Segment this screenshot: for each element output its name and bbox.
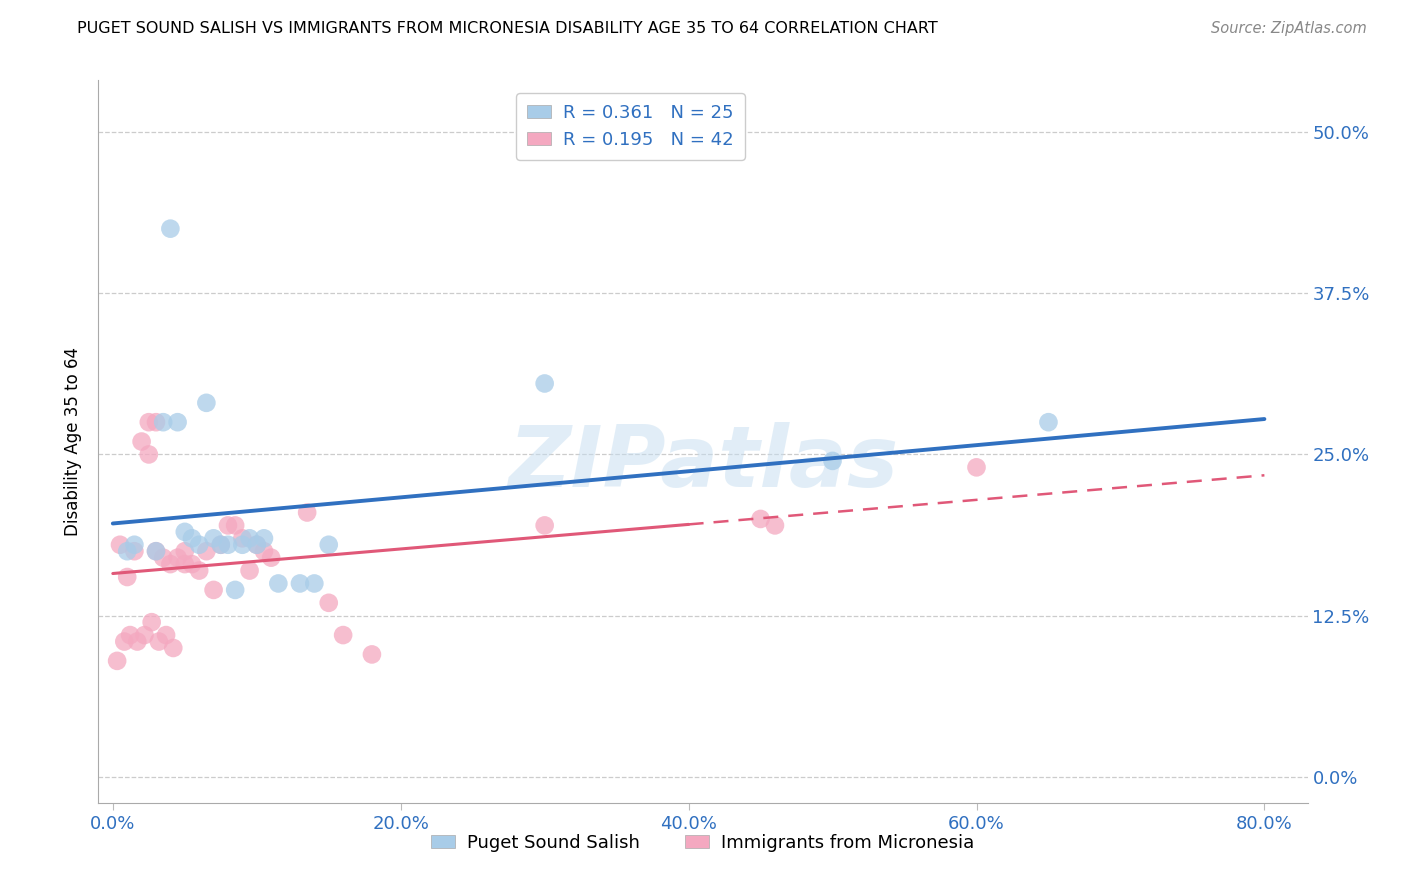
Point xyxy=(145,544,167,558)
Point xyxy=(239,564,262,578)
Point xyxy=(217,518,239,533)
Point xyxy=(1038,415,1060,429)
Point xyxy=(131,434,153,449)
Point xyxy=(173,524,195,539)
Point xyxy=(115,570,138,584)
Point xyxy=(148,634,170,648)
Point xyxy=(821,454,844,468)
Point xyxy=(173,544,195,558)
Point xyxy=(253,544,276,558)
Point xyxy=(108,538,131,552)
Point xyxy=(533,518,555,533)
Point xyxy=(173,557,195,571)
Point xyxy=(159,557,181,571)
Point xyxy=(134,628,156,642)
Point xyxy=(195,396,218,410)
Point xyxy=(246,538,269,552)
Point xyxy=(966,460,988,475)
Point xyxy=(145,415,167,429)
Point xyxy=(124,538,146,552)
Point xyxy=(145,544,167,558)
Point xyxy=(112,634,135,648)
Point xyxy=(166,415,188,429)
Point xyxy=(115,544,138,558)
Point xyxy=(239,531,262,545)
Point xyxy=(138,415,160,429)
Point xyxy=(120,628,142,642)
Point xyxy=(231,531,253,545)
Point xyxy=(533,376,555,391)
Point xyxy=(141,615,163,630)
Point xyxy=(318,596,340,610)
Point xyxy=(152,415,174,429)
Point xyxy=(195,544,218,558)
Point xyxy=(209,538,232,552)
Point xyxy=(332,628,354,642)
Point xyxy=(749,512,772,526)
Point xyxy=(304,576,326,591)
Point xyxy=(224,582,246,597)
Point xyxy=(267,576,290,591)
Y-axis label: Disability Age 35 to 64: Disability Age 35 to 64 xyxy=(65,347,83,536)
Point xyxy=(361,648,384,662)
Point xyxy=(188,538,211,552)
Legend: Puget Sound Salish, Immigrants from Micronesia: Puget Sound Salish, Immigrants from Micr… xyxy=(425,826,981,859)
Text: ZIPatlas: ZIPatlas xyxy=(508,422,898,505)
Point xyxy=(209,538,232,552)
Point xyxy=(188,564,211,578)
Point xyxy=(155,628,177,642)
Point xyxy=(181,557,204,571)
Point xyxy=(288,576,311,591)
Point xyxy=(202,582,225,597)
Point xyxy=(166,550,188,565)
Point xyxy=(763,518,786,533)
Point xyxy=(231,538,253,552)
Point xyxy=(181,531,204,545)
Point xyxy=(159,221,181,235)
Point xyxy=(217,538,239,552)
Point xyxy=(162,640,184,655)
Point xyxy=(224,518,246,533)
Point xyxy=(318,538,340,552)
Point xyxy=(105,654,128,668)
Point xyxy=(124,544,146,558)
Point xyxy=(127,634,149,648)
Text: Source: ZipAtlas.com: Source: ZipAtlas.com xyxy=(1211,21,1367,36)
Point xyxy=(246,538,269,552)
Point xyxy=(253,531,276,545)
Point xyxy=(152,550,174,565)
Point xyxy=(260,550,283,565)
Point xyxy=(138,447,160,461)
Point xyxy=(202,531,225,545)
Point xyxy=(295,506,318,520)
Text: PUGET SOUND SALISH VS IMMIGRANTS FROM MICRONESIA DISABILITY AGE 35 TO 64 CORRELA: PUGET SOUND SALISH VS IMMIGRANTS FROM MI… xyxy=(77,21,938,36)
